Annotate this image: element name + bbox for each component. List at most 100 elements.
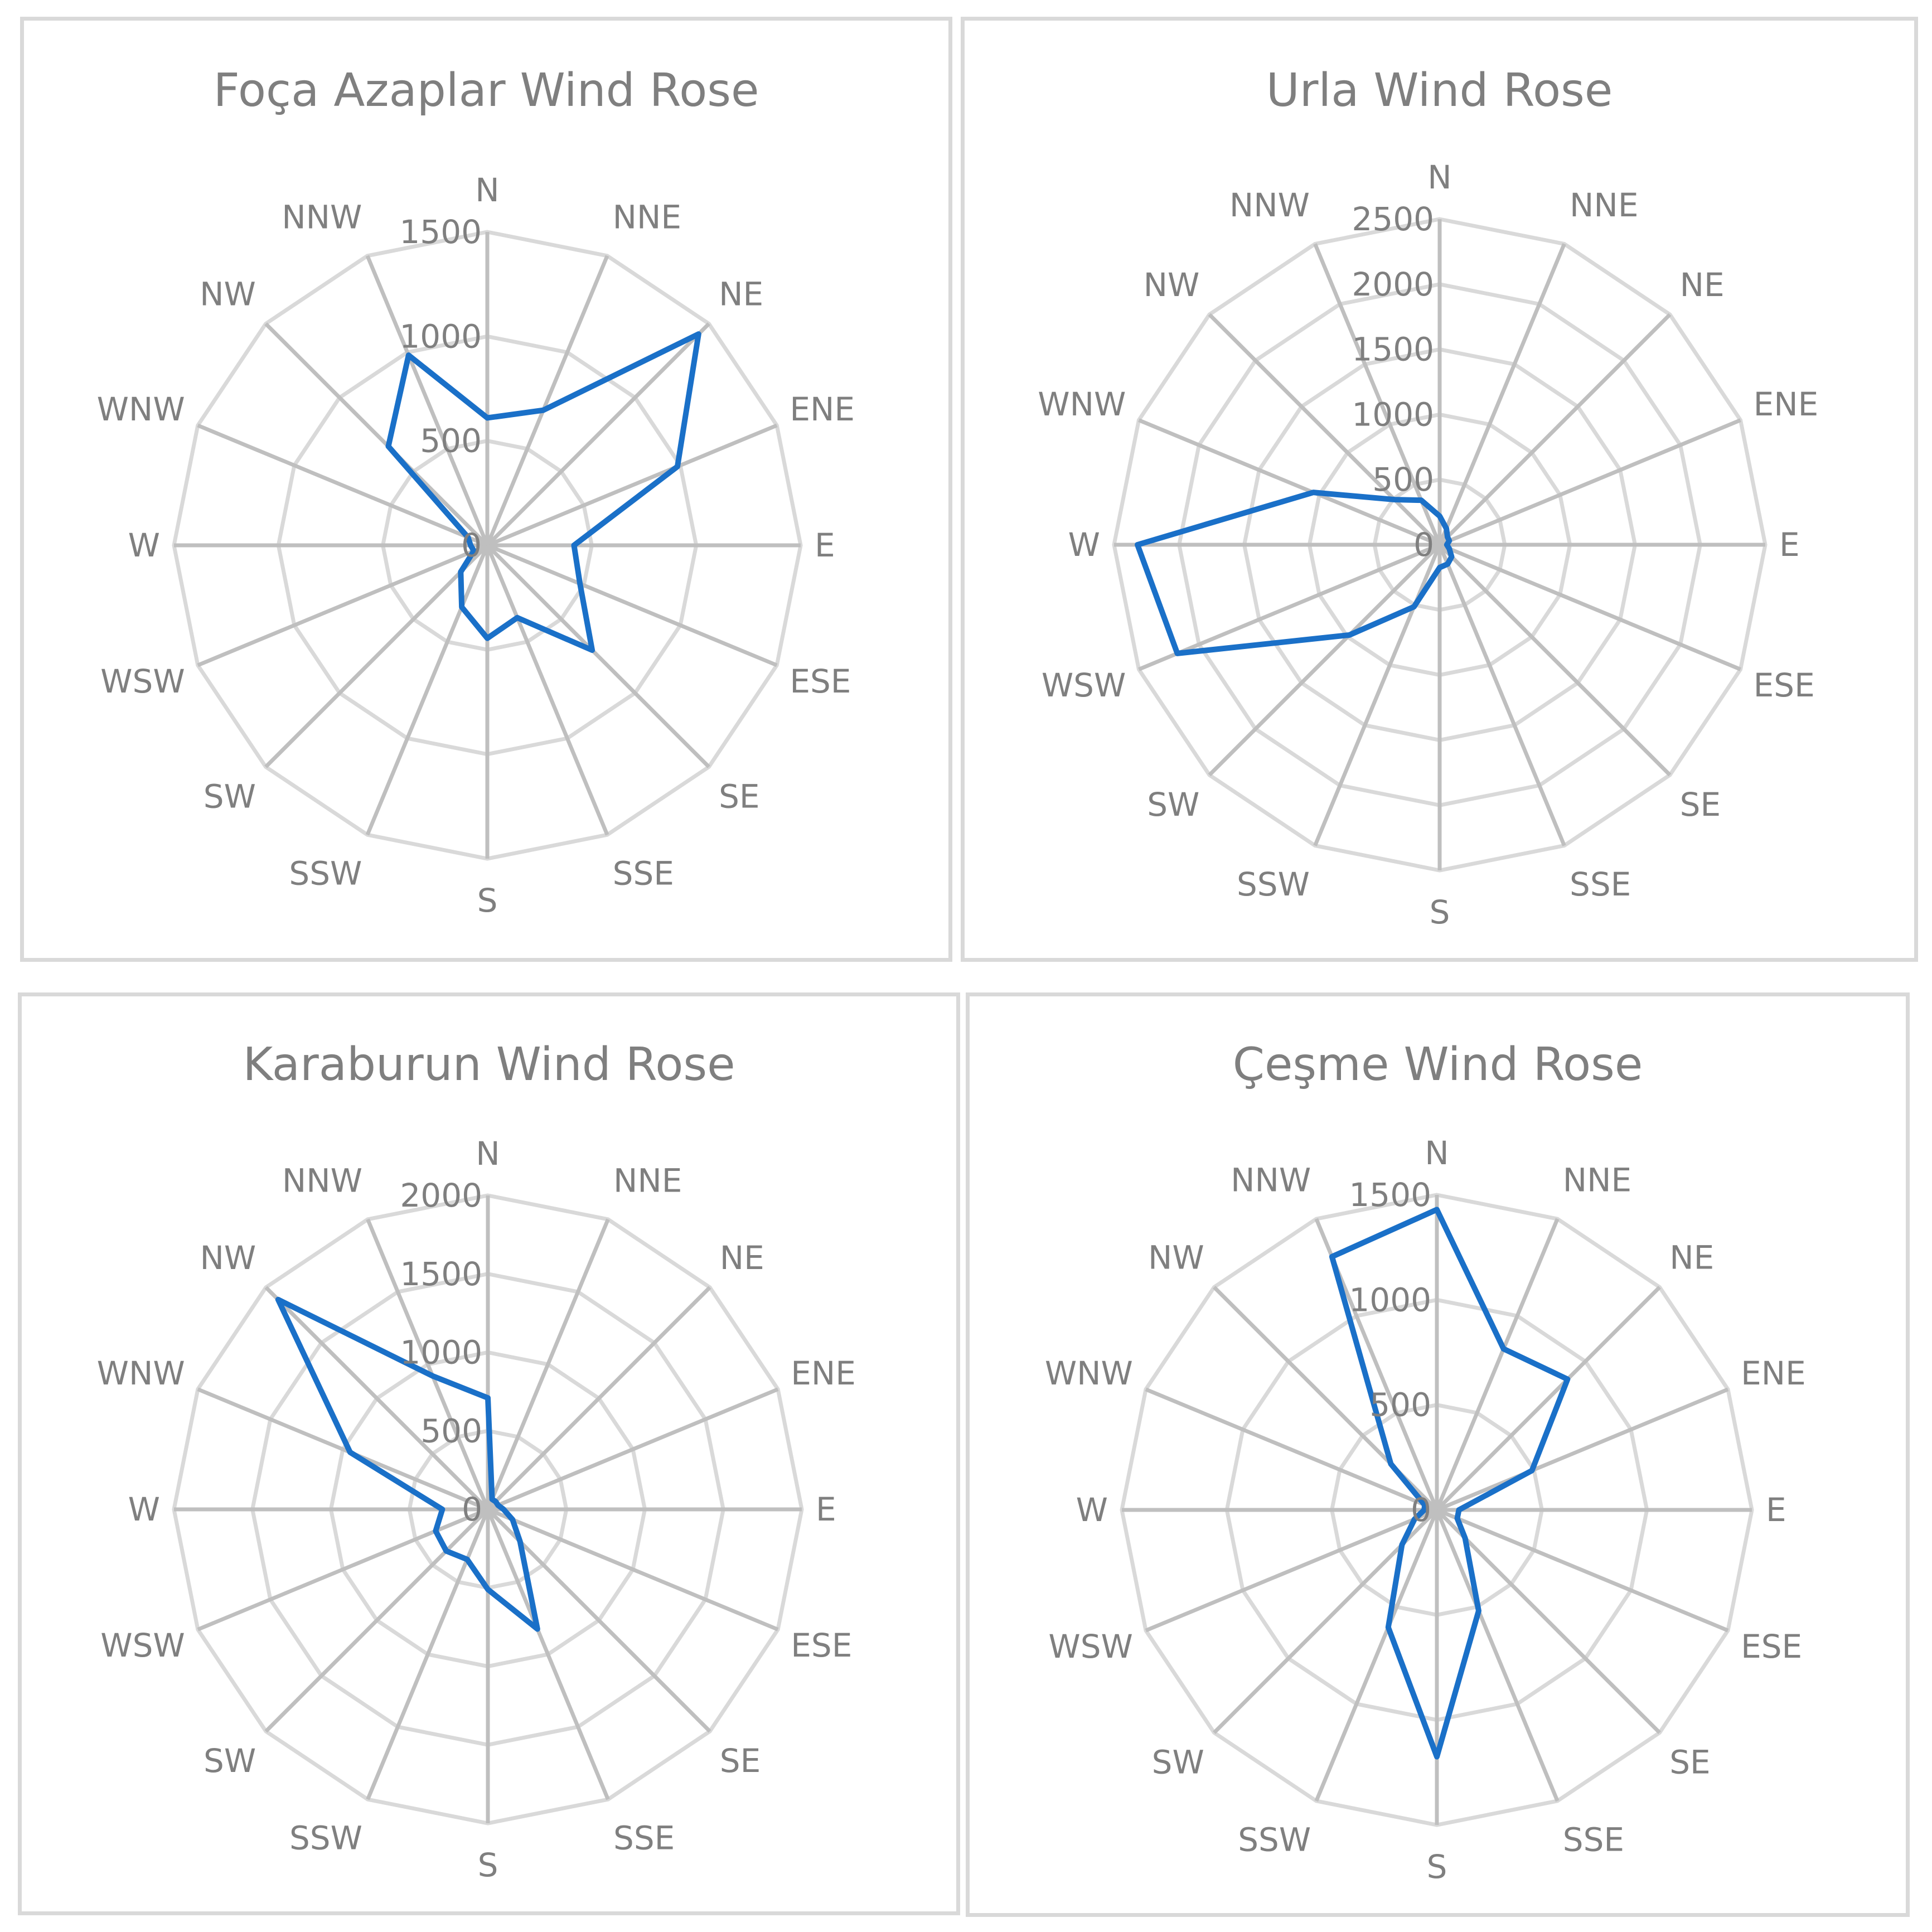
direction-label: E — [1766, 1491, 1786, 1529]
grid-spoke — [1438, 313, 1672, 546]
gridlines — [1112, 217, 1768, 873]
grid-spoke — [1208, 543, 1441, 777]
radial-tick-label: 0 — [1411, 1491, 1431, 1529]
radial-tick-label: 0 — [462, 1490, 482, 1528]
grid-spoke — [487, 1507, 779, 1631]
grid-spoke — [486, 1508, 711, 1733]
direction-label: WNW — [97, 390, 185, 428]
grid-spoke — [1437, 544, 1566, 846]
grid-spoke — [1435, 1509, 1560, 1802]
grid-spoke — [485, 255, 609, 546]
direction-label: N — [475, 171, 499, 209]
grid-spoke — [1145, 1387, 1438, 1512]
grid-spoke — [1438, 543, 1672, 777]
grid-spoke — [1436, 1508, 1729, 1633]
direction-label: SW — [1147, 786, 1199, 824]
grid-spoke — [1145, 1508, 1438, 1633]
grid-spoke — [366, 1218, 490, 1510]
direction-label: NE — [720, 1239, 764, 1277]
direction-label: WSW — [100, 1626, 185, 1664]
direction-label: NNW — [282, 198, 362, 236]
direction-label: NNE — [1563, 1161, 1631, 1199]
direction-label: SSE — [1570, 865, 1631, 903]
direction-label: NNE — [613, 198, 681, 236]
direction-label: NW — [200, 1239, 256, 1277]
grid-spoke — [1435, 1508, 1661, 1734]
direction-label: NW — [200, 275, 256, 313]
direction-label: NNW — [282, 1162, 362, 1200]
direction-label: NNW — [1231, 1161, 1311, 1199]
grid-spoke — [486, 544, 710, 768]
direction-label: NW — [1144, 266, 1200, 304]
direction-label: SW — [204, 777, 256, 815]
radial-tick-label: 1000 — [399, 317, 482, 355]
direction-label: NNW — [1229, 186, 1310, 224]
direction-label: ESE — [1741, 1628, 1802, 1665]
radial-tick-label: 0 — [461, 526, 482, 564]
grid-spoke — [365, 544, 490, 836]
direction-label: ESE — [791, 1626, 852, 1664]
direction-label: NW — [1148, 1238, 1204, 1276]
direction-label: WNW — [1038, 385, 1126, 423]
gridlines — [172, 230, 803, 861]
direction-label: ENE — [791, 1354, 856, 1392]
grid-spoke — [197, 543, 488, 667]
direction-label: WSW — [1048, 1628, 1133, 1665]
direction-label: SSW — [1237, 865, 1310, 903]
radial-tick-label: 2500 — [1352, 200, 1434, 238]
direction-label: SW — [1152, 1744, 1204, 1781]
direction-label: W — [128, 526, 160, 564]
grid-spoke — [486, 423, 778, 548]
chart-title-foca: Foça Azaplar Wind Rose — [213, 64, 759, 117]
grid-spoke — [1437, 243, 1566, 546]
grid-spoke — [487, 1387, 779, 1512]
grid-spoke — [1436, 1387, 1729, 1512]
grid-spoke — [486, 1508, 610, 1800]
radial-tick-label: 500 — [1369, 1386, 1431, 1424]
direction-label: S — [1427, 1848, 1447, 1886]
direction-label: NNE — [613, 1162, 682, 1200]
direction-label: NE — [719, 275, 763, 313]
direction-label: N — [1427, 158, 1451, 196]
direction-label: SSW — [289, 1819, 362, 1857]
grid-spoke — [1138, 418, 1441, 547]
radial-tick-label: 1500 — [1352, 331, 1434, 369]
direction-label: WSW — [1042, 666, 1126, 704]
direction-label: NE — [1669, 1238, 1714, 1276]
radial-tick-label: 1000 — [400, 1334, 482, 1372]
direction-label: SE — [720, 1742, 761, 1780]
radial-tick-label: 1000 — [1352, 395, 1434, 433]
direction-label: ENE — [1754, 385, 1819, 423]
chart-title-urla: Urla Wind Rose — [1266, 64, 1613, 117]
grid-spoke — [264, 1286, 490, 1511]
grid-spoke — [1313, 243, 1442, 546]
direction-label: ENE — [790, 390, 855, 428]
grid-spoke — [1435, 1286, 1661, 1512]
direction-label: NE — [1680, 266, 1725, 304]
direction-label: ESE — [1754, 666, 1815, 704]
grid-spoke — [264, 1508, 490, 1733]
grid-spoke — [264, 544, 489, 768]
grid-spoke — [1439, 418, 1741, 547]
direction-label: SW — [204, 1742, 256, 1780]
radial-tick-label: 1500 — [400, 1255, 482, 1293]
direction-label: E — [816, 1490, 836, 1528]
radial-tick-label: 0 — [1413, 526, 1434, 564]
direction-label: S — [477, 882, 498, 919]
radial-tick-label: 500 — [420, 1412, 482, 1450]
grid-spoke — [486, 543, 778, 667]
direction-label: ENE — [1741, 1354, 1806, 1392]
grid-spoke — [485, 544, 609, 836]
grid-spoke — [1208, 313, 1441, 546]
direction-label: W — [1076, 1491, 1108, 1529]
chart-title-cesme: Çeşme Wind Rose — [1232, 1038, 1643, 1091]
radial-tick-label: 1500 — [399, 213, 482, 251]
data-series-line — [1329, 1207, 1571, 1760]
direction-label: SE — [1669, 1744, 1710, 1781]
grid-spoke — [486, 322, 710, 547]
data-series-line — [385, 331, 701, 653]
